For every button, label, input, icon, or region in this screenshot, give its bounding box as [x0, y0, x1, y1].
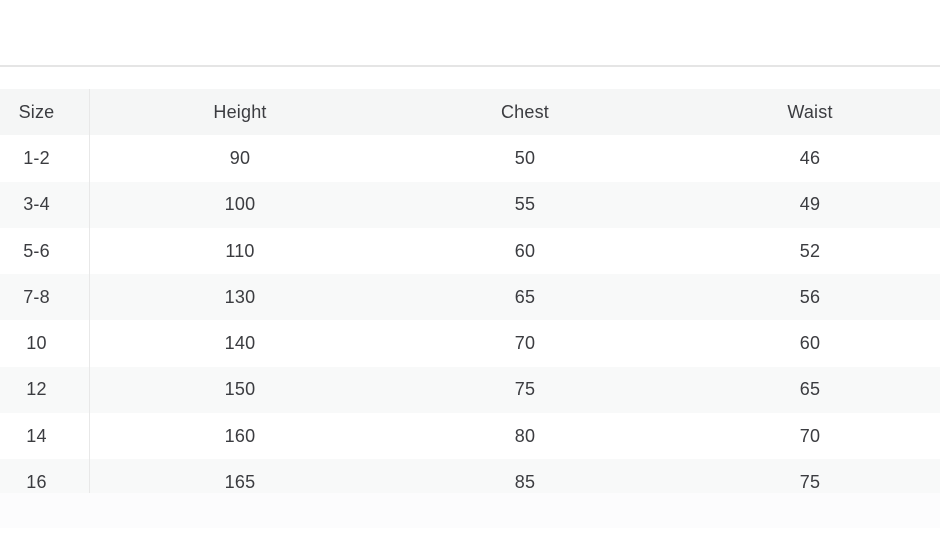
row-value-cell: 150	[224, 379, 256, 400]
column-header-size: Size	[0, 89, 90, 136]
row-value-cell: 165	[224, 472, 256, 493]
row-value-cell: 49	[799, 194, 821, 215]
column-header-height: Height	[213, 101, 267, 122]
row-value-cell: 50	[514, 147, 536, 168]
table-footer-spacer	[0, 493, 940, 528]
row-value-cell: 65	[514, 286, 536, 307]
row-size-cell: 5-6	[0, 227, 90, 275]
table-row: 7-8 130 65 56	[0, 274, 940, 321]
size-chart-table: Size Height Chest Waist 1-2 90 50 46 3-4 100 55 49 5…	[0, 89, 940, 493]
row-value-cell: 85	[514, 472, 536, 493]
table-row: 10 140 70 60	[0, 320, 940, 367]
row-value-cell: 46	[799, 147, 821, 168]
row-size-cell: 10	[0, 320, 90, 367]
row-value-cell: 65	[799, 379, 821, 400]
table-row: 16 165 85 75	[0, 459, 940, 493]
row-size-cell: 3-4	[0, 181, 90, 228]
table-row: 3-4 100 55 49	[0, 181, 940, 228]
row-value-cell: 160	[224, 425, 256, 446]
row-size-cell: 16	[0, 459, 90, 493]
row-value-cell: 130	[224, 286, 256, 307]
row-value-cell: 60	[514, 240, 536, 261]
row-size-cell: 1-2	[0, 135, 90, 182]
table-header-row: Size Height Chest Waist	[0, 89, 940, 136]
row-value-cell: 80	[514, 425, 536, 446]
size-chart-table-viewport: Size Height Chest Waist 1-2 90 50 46 3-4 100 55 49 5…	[0, 89, 940, 493]
row-value-cell: 56	[799, 286, 821, 307]
table-row: 1-2 90 50 46	[0, 135, 940, 182]
table-row: 12 150 75 65	[0, 366, 940, 414]
row-value-cell: 70	[799, 425, 821, 446]
row-size-cell: 7-8	[0, 274, 90, 321]
row-size-cell: 12	[0, 366, 90, 414]
row-value-cell: 90	[229, 147, 251, 168]
top-divider-rule	[0, 65, 940, 67]
row-value-cell: 75	[514, 379, 536, 400]
row-value-cell: 110	[225, 240, 255, 261]
row-value-cell: 75	[799, 472, 821, 493]
row-value-cell: 100	[224, 194, 256, 215]
row-value-cell: 140	[224, 333, 256, 354]
table-row: 5-6 110 60 52	[0, 227, 940, 275]
row-size-cell: 14	[0, 413, 90, 460]
column-header-waist: Waist	[787, 101, 833, 122]
row-value-cell: 70	[514, 333, 536, 354]
table-row: 14 160 80 70	[0, 413, 940, 460]
row-value-cell: 55	[514, 194, 536, 215]
row-value-cell: 52	[799, 240, 821, 261]
column-header-chest: Chest	[500, 101, 550, 122]
row-value-cell: 60	[799, 333, 821, 354]
